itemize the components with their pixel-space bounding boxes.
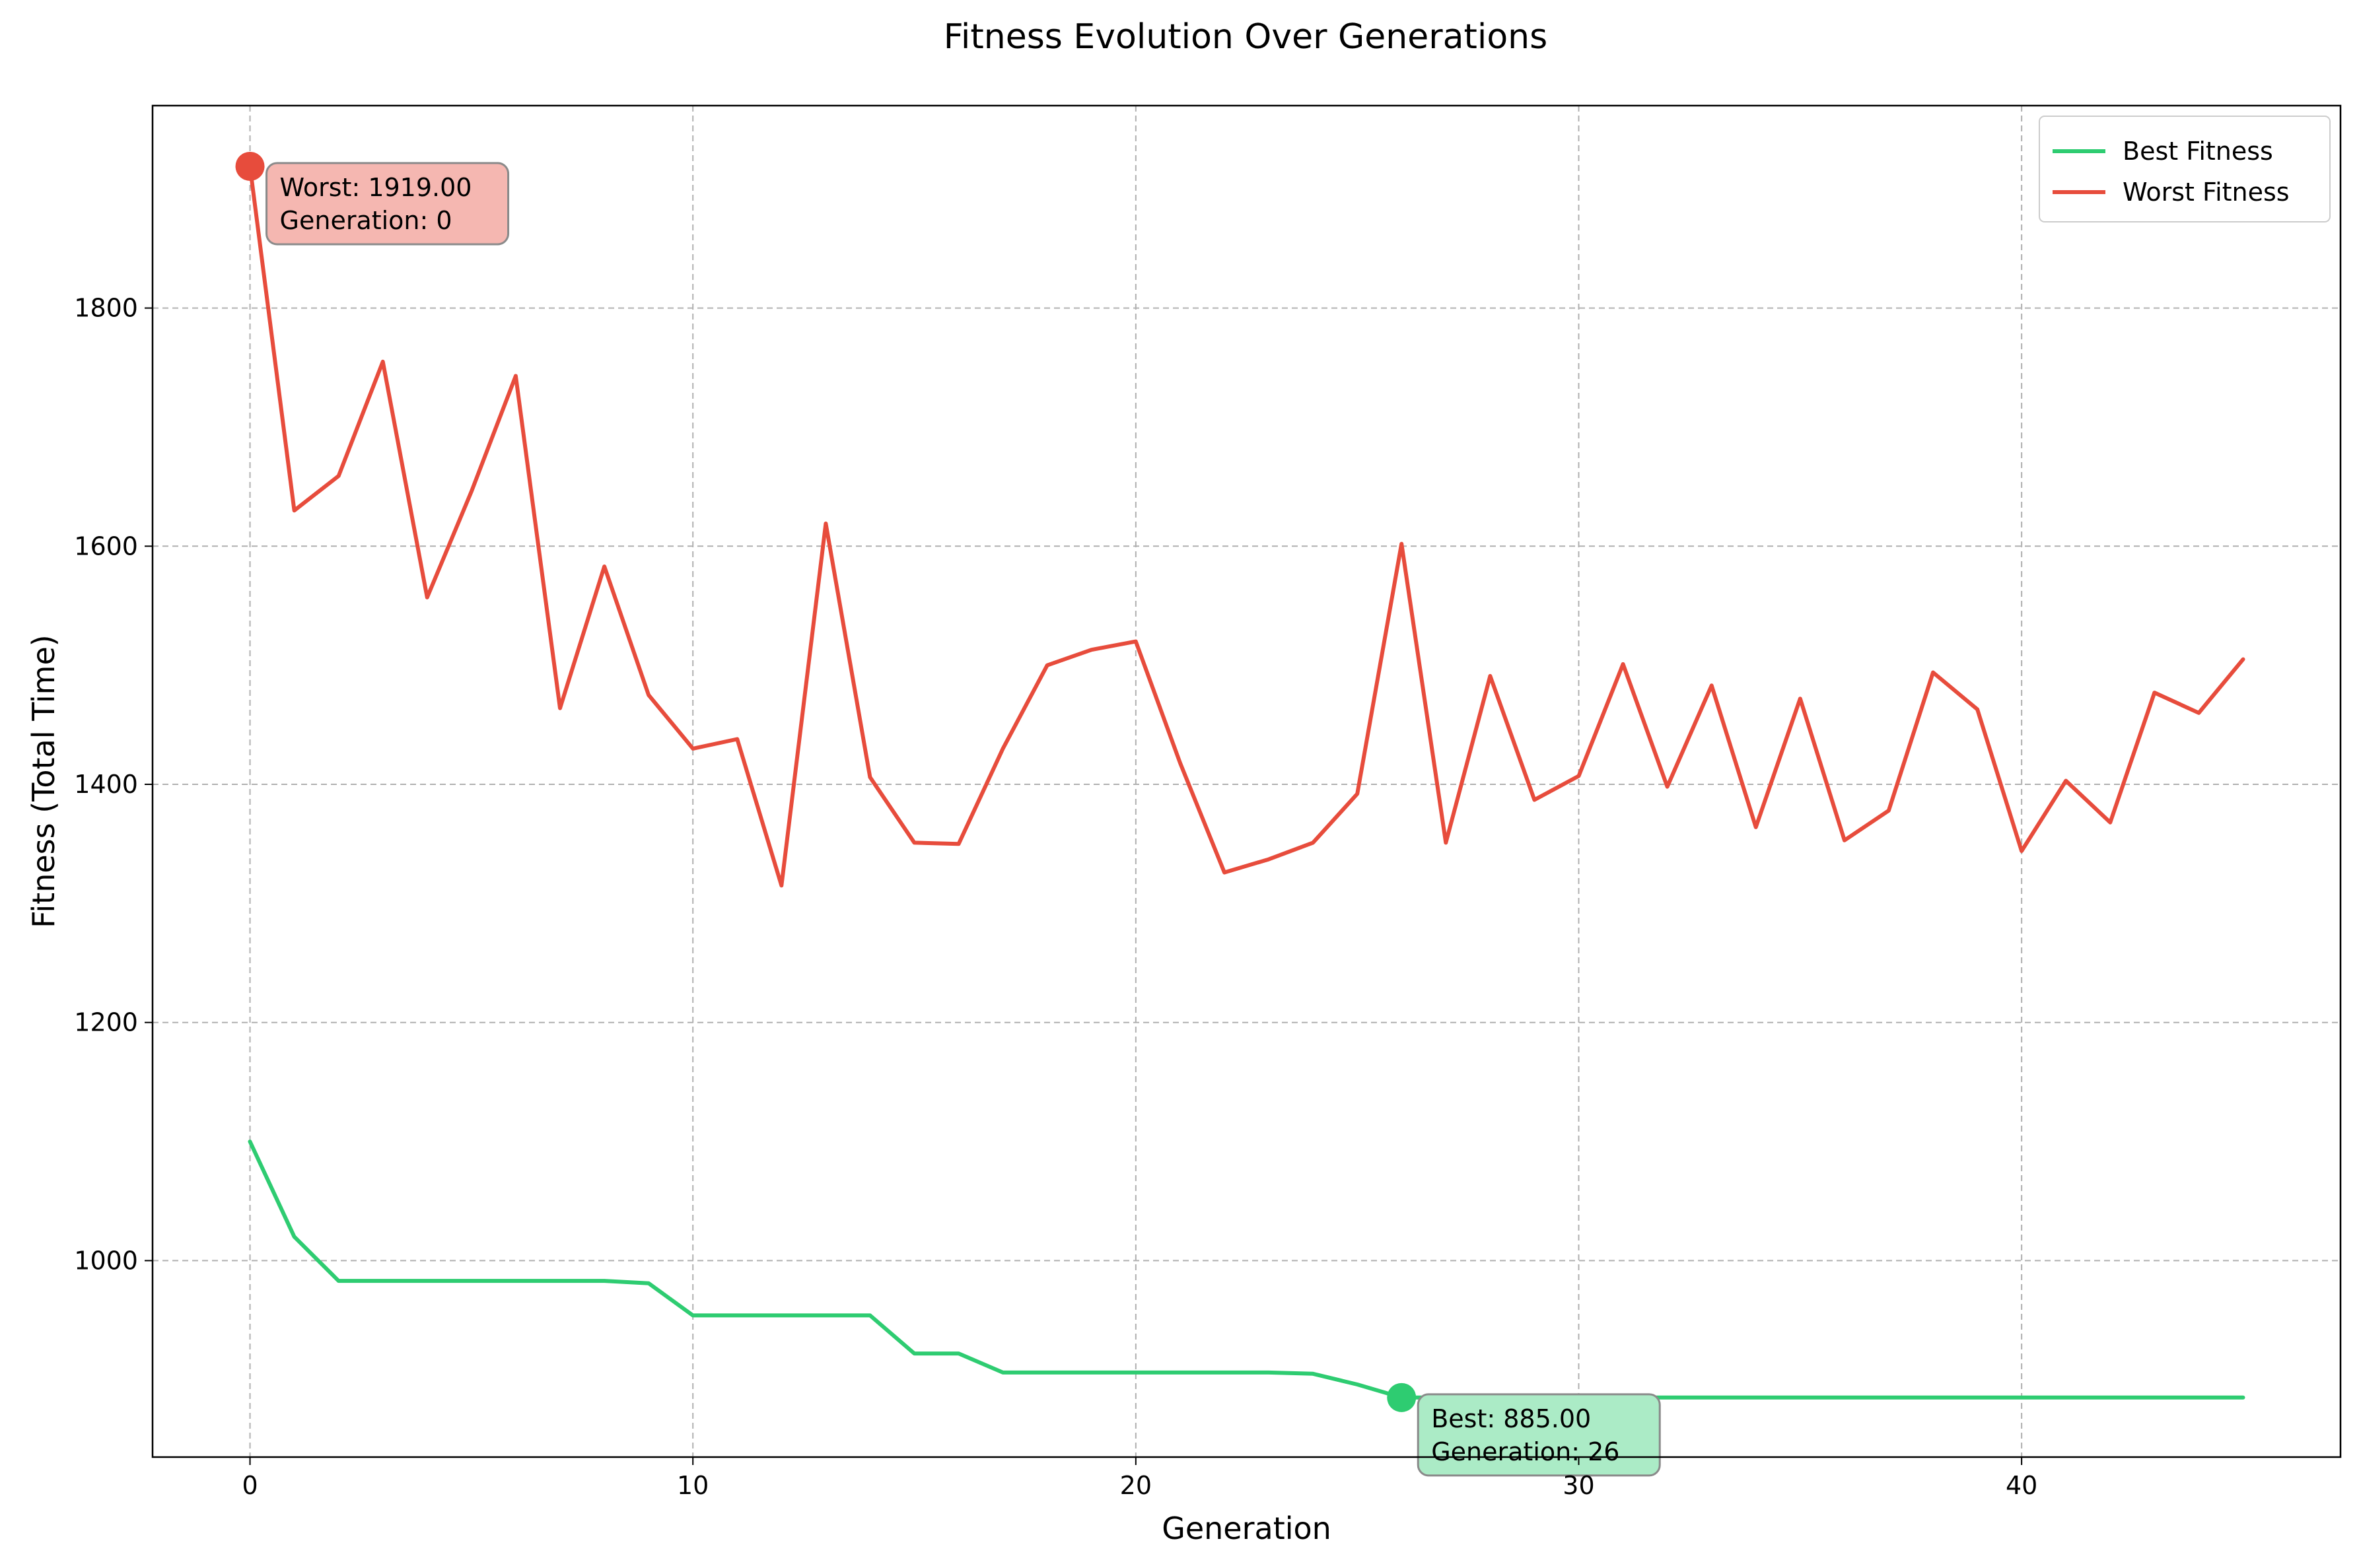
y-tick-label: 1600 [74, 531, 138, 561]
annotation-box [265, 162, 510, 246]
x-tick-label: 40 [2006, 1471, 2037, 1500]
y-tick-label: 1800 [74, 294, 138, 323]
legend-label-best-fitness: Best Fitness [2123, 137, 2273, 166]
x-tick-label: 30 [1563, 1471, 1594, 1500]
annotation-box [1417, 1393, 1661, 1477]
annotations: Worst: 1919.00 Generation: 0 Best: 885.00 G… [235, 151, 1661, 1477]
x-tick-label: 10 [677, 1471, 709, 1500]
annotation-generation-text: Generation: 0 [280, 206, 452, 235]
legend-box [2039, 116, 2331, 222]
grid [153, 106, 2341, 1457]
annotation-value-text: Best: 885.00 [1431, 1404, 1591, 1433]
x-tick-label: 0 [242, 1471, 258, 1500]
best-fitness-line [248, 1140, 2245, 1400]
best-fitness-marker [1387, 1382, 1417, 1412]
x-axis-label: Generation [1162, 1511, 1331, 1546]
y-tick-label: 1200 [74, 1008, 138, 1037]
annotation-value-text: Worst: 1919.00 [280, 173, 472, 202]
annotation-generation-text: Generation: 26 [1431, 1437, 1619, 1466]
y-tick-label: 1400 [74, 770, 138, 799]
plot-frame [151, 104, 2342, 1458]
axis-ticks: 0 10 20 30 40 1000 1200 1400 1600 1800 [74, 294, 2037, 1500]
chart-title: Fitness Evolution Over Generations [944, 17, 1547, 57]
legend: Best Fitness Worst Fitness [2039, 116, 2331, 222]
y-axis-label: Fitness (Total Time) [26, 634, 61, 928]
y-tick-label: 1000 [74, 1246, 138, 1275]
worst-fitness-line [248, 164, 2245, 888]
legend-label-worst-fitness: Worst Fitness [2123, 178, 2290, 207]
x-tick-label: 20 [1120, 1471, 1152, 1500]
worst-fitness-marker [235, 151, 265, 181]
series-lines [248, 164, 2245, 1400]
